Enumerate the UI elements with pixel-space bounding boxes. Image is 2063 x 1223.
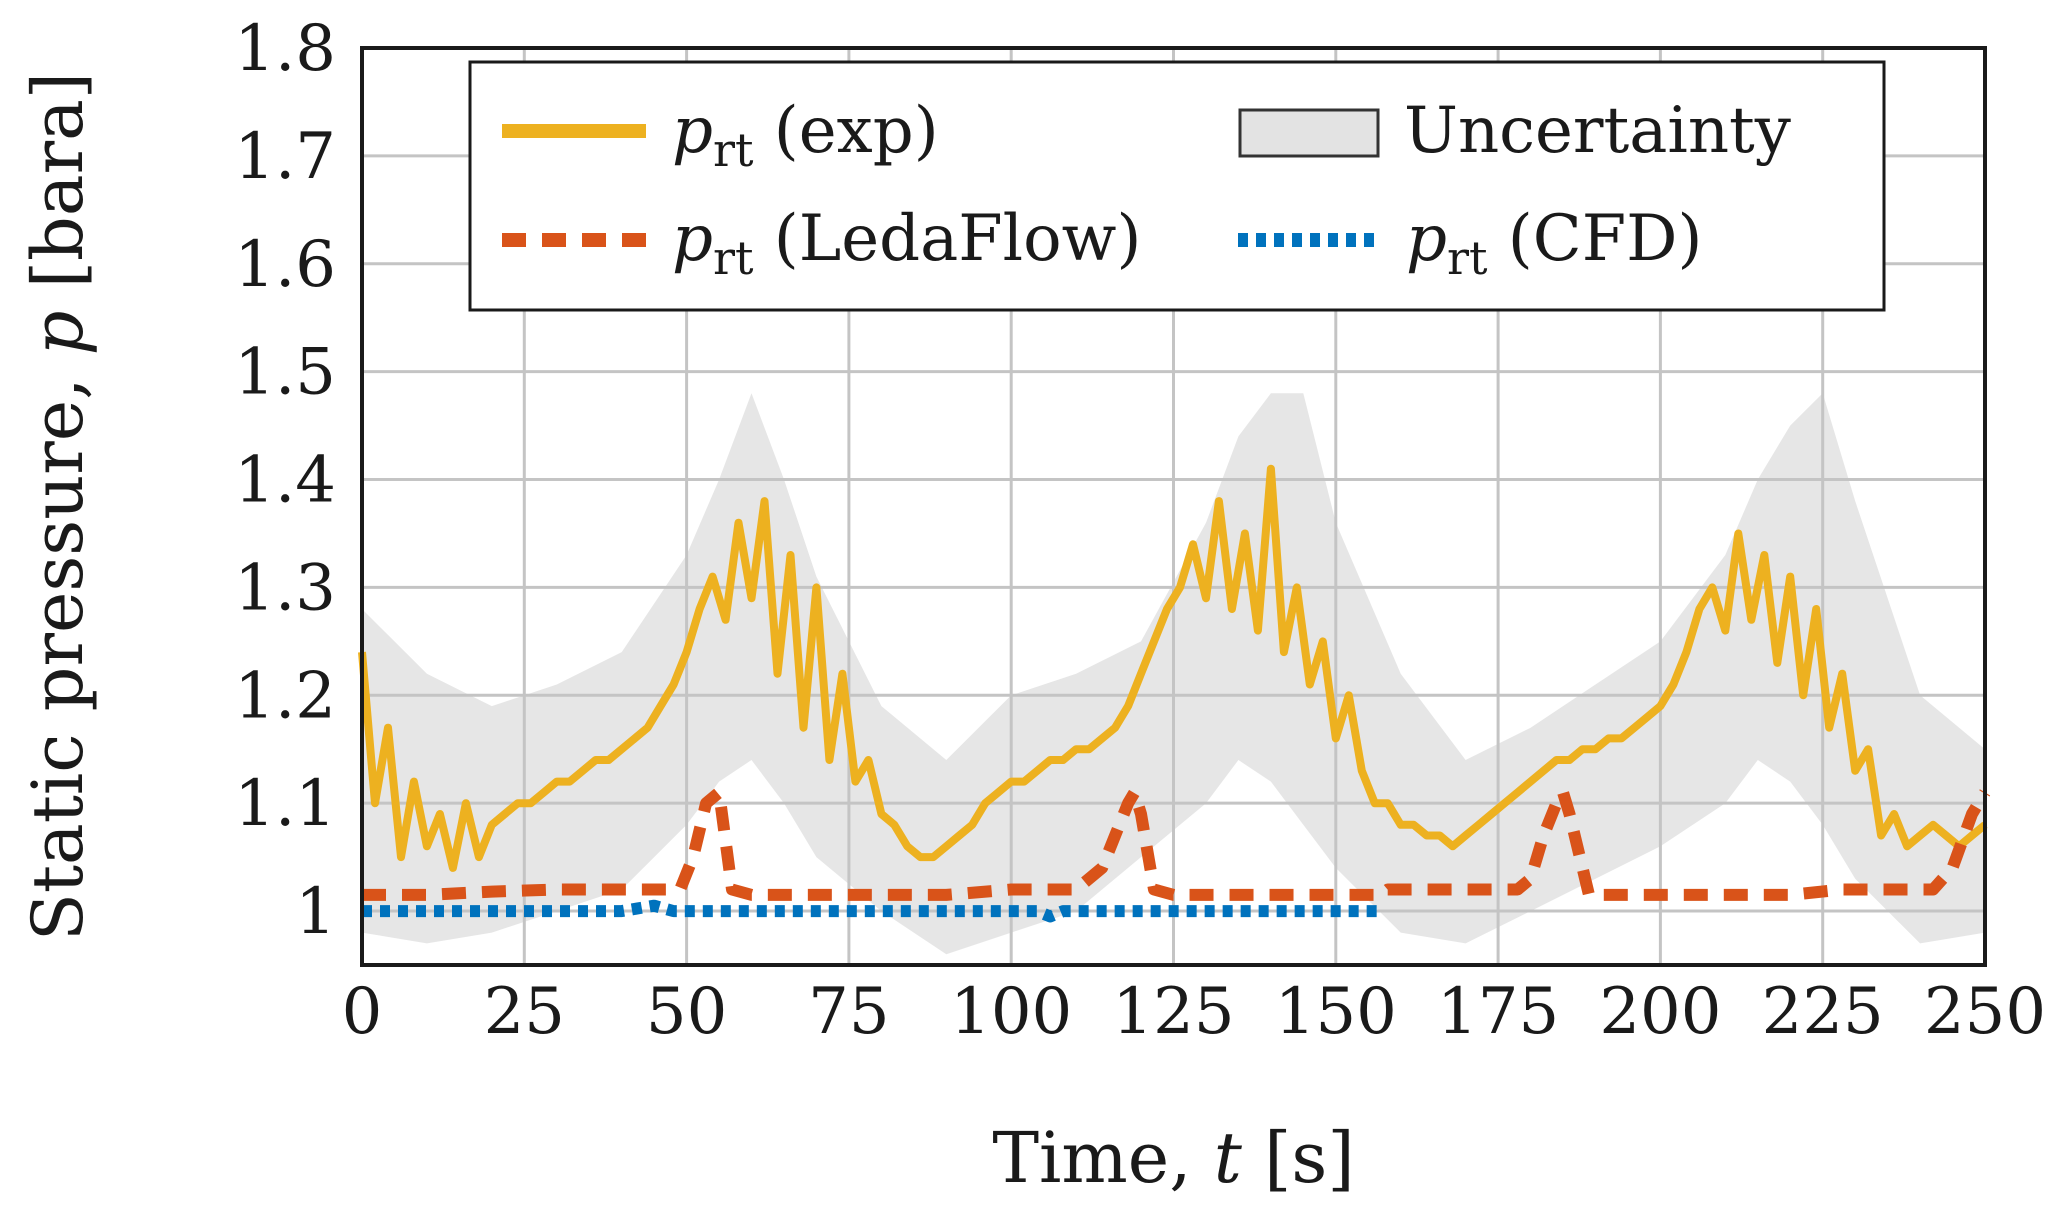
legend-exp-symbol: p bbox=[672, 94, 713, 168]
y-tick-label: 1.8 bbox=[234, 12, 336, 86]
y-axis-title-text: Static pressure, bbox=[17, 355, 99, 941]
x-tick-label: 200 bbox=[1599, 975, 1721, 1049]
y-tick-label: 1.3 bbox=[234, 551, 336, 625]
x-tick-label: 225 bbox=[1762, 975, 1884, 1049]
y-axis-title: Static pressure, p [bara] bbox=[17, 72, 99, 941]
y-axis-title-symbol: p bbox=[17, 310, 99, 355]
x-tick-label: 150 bbox=[1275, 975, 1397, 1049]
legend-ledaflow-text: (LedaFlow) bbox=[753, 202, 1141, 276]
x-axis-title: Time, t [s] bbox=[992, 1117, 1354, 1199]
series-layer bbox=[358, 464, 1991, 923]
legend-exp-text: (exp) bbox=[753, 94, 938, 168]
x-tick-label: 25 bbox=[484, 975, 565, 1049]
legend-box bbox=[468, 60, 1886, 312]
y-tick-label: 1.2 bbox=[234, 659, 336, 733]
legend-cfd-symbol: p bbox=[1406, 202, 1447, 276]
x-tick-label: 0 bbox=[342, 975, 383, 1049]
legend-uncertainty-label: Uncertainty bbox=[1404, 94, 1791, 168]
y-tick-label: 1.6 bbox=[234, 228, 336, 302]
y-tick-label: 1.5 bbox=[234, 336, 336, 410]
y-tick-label: 1.4 bbox=[234, 444, 336, 518]
plot-frame bbox=[360, 46, 1987, 967]
legend-uncertainty-swatch bbox=[1238, 108, 1380, 158]
x-tick-label: 50 bbox=[646, 975, 727, 1049]
y-tick-label: 1 bbox=[295, 875, 336, 949]
series-line-solid bbox=[358, 464, 1988, 872]
y-tick-label: 1.7 bbox=[234, 120, 336, 194]
y-axis-title-unit: [bara] bbox=[17, 72, 99, 311]
legend-exp-subscript: rt bbox=[713, 123, 754, 177]
legend-ledaflow-label: prt (LedaFlow) bbox=[672, 202, 1141, 285]
x-axis-title-symbol: t bbox=[1214, 1117, 1243, 1199]
x-tick-label: 175 bbox=[1437, 975, 1559, 1049]
legend-cfd-label: prt (CFD) bbox=[1406, 202, 1702, 285]
legend-cfd-text: (CFD) bbox=[1487, 202, 1702, 276]
legend-ledaflow-subscript: rt bbox=[713, 231, 754, 285]
legend-exp-label: prt (exp) bbox=[672, 94, 939, 177]
x-tick-label: 100 bbox=[950, 975, 1072, 1049]
legend: prt (exp) Uncertainty prt (LedaFlow) prt… bbox=[468, 60, 1886, 312]
series-line-dotted bbox=[362, 899, 1382, 923]
x-axis-title-unit: [s] bbox=[1242, 1117, 1355, 1199]
tick-layer: 0 25 50 75 100 125 150 175 200 225 250 1 1.1 1.2 1.3 1.… bbox=[234, 12, 2046, 1049]
x-axis-title-text: Time, bbox=[992, 1117, 1213, 1199]
x-tick-label: 250 bbox=[1924, 975, 2046, 1049]
legend-ledaflow-symbol: p bbox=[672, 202, 713, 276]
legend-cfd-subscript: rt bbox=[1447, 231, 1488, 285]
y-tick-label: 1.1 bbox=[234, 767, 336, 841]
x-tick-label: 125 bbox=[1112, 975, 1234, 1049]
x-tick-label: 75 bbox=[808, 975, 889, 1049]
